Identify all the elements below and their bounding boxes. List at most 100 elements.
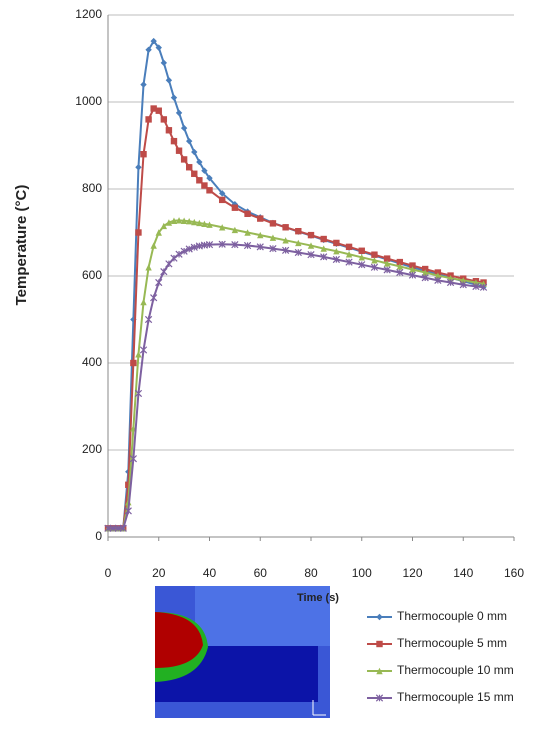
data-point: [186, 217, 193, 225]
data-point: [256, 243, 264, 251]
data-point: [295, 227, 302, 235]
data-point: [135, 351, 142, 358]
data-point: [140, 81, 147, 88]
data-point: [376, 613, 383, 621]
data-point: [376, 640, 383, 648]
data-point: [231, 241, 239, 249]
series-line: [108, 107, 484, 530]
data-point: [218, 224, 226, 231]
data-point: [165, 77, 173, 84]
data-point: [124, 507, 132, 515]
data-point: [345, 243, 353, 251]
data-point: [282, 224, 289, 231]
data-point: [345, 251, 353, 258]
data-point: [150, 37, 157, 45]
legend-label: Thermocouple 10 mm: [397, 663, 514, 677]
data-point: [370, 263, 379, 271]
data-point: [129, 455, 137, 463]
data-point: [130, 316, 137, 323]
y-tick-label: 600: [82, 268, 102, 282]
inset-image: [155, 586, 330, 718]
data-point: [396, 268, 404, 277]
data-point: [396, 258, 404, 266]
x-tick-label: 80: [304, 566, 318, 580]
y-tick-label: 400: [82, 355, 102, 369]
x-tick-label: 40: [203, 566, 217, 580]
data-point: [186, 164, 193, 171]
data-point: [307, 231, 315, 239]
data-point: [345, 258, 353, 266]
data-point: [421, 265, 429, 273]
data-point: [170, 254, 178, 262]
data-point: [282, 237, 289, 244]
data-point: [460, 277, 467, 284]
data-point: [140, 151, 147, 158]
data-point: [231, 204, 239, 211]
data-point: [144, 315, 153, 324]
data-point: [175, 109, 183, 117]
data-point: [139, 346, 148, 354]
data-point: [170, 217, 178, 224]
series-line: [108, 39, 484, 530]
data-point: [130, 359, 137, 367]
data-point: [371, 251, 378, 258]
data-point: [383, 266, 391, 274]
data-point: [125, 481, 132, 488]
y-axis-label: Temperature (°C): [13, 185, 30, 306]
data-point: [185, 245, 193, 253]
data-point: [371, 257, 378, 264]
data-point: [218, 190, 226, 197]
data-point: [244, 229, 251, 236]
data-point: [135, 229, 142, 236]
legend-label: Thermocouple 5 mm: [397, 636, 507, 650]
data-point: [191, 218, 198, 226]
data-point: [191, 148, 198, 156]
data-point: [269, 234, 277, 241]
data-point: [180, 247, 188, 255]
x-tick-label: 60: [254, 566, 268, 580]
data-point: [119, 524, 127, 532]
data-point: [231, 226, 239, 234]
data-point: [150, 105, 157, 112]
y-tick-label: 0: [95, 529, 102, 543]
data-point: [155, 278, 163, 287]
data-point: [206, 187, 213, 194]
data-point: [421, 269, 429, 276]
y-tick-label: 1200: [75, 7, 102, 21]
y-tick-label: 200: [82, 442, 102, 456]
data-point: [479, 283, 488, 291]
data-point: [160, 222, 168, 230]
inset-melt: [155, 612, 203, 668]
data-point: [155, 44, 162, 51]
y-tick-label: 1000: [75, 94, 102, 108]
data-point: [175, 147, 183, 154]
data-point: [307, 242, 315, 249]
data-point: [320, 245, 327, 252]
data-point: [333, 239, 340, 247]
data-point: [409, 266, 416, 273]
data-point: [196, 177, 203, 184]
data-point: [408, 271, 417, 279]
data-point: [358, 254, 365, 261]
legend-label: Thermocouple 0 mm: [397, 609, 507, 623]
data-point: [257, 215, 264, 222]
data-point: [155, 229, 162, 236]
data-point: [165, 260, 173, 268]
data-point: [218, 196, 226, 204]
data-point: [160, 59, 168, 67]
x-tick-label: 160: [504, 566, 524, 580]
data-point: [459, 281, 467, 289]
data-point: [196, 219, 203, 227]
data-point: [186, 137, 193, 145]
data-point: [257, 231, 264, 239]
x-tick-label: 100: [352, 566, 372, 580]
inset-upper: [195, 586, 330, 646]
data-point: [375, 694, 384, 702]
data-point: [140, 298, 147, 306]
x-tick-label: 140: [453, 566, 473, 580]
data-point: [180, 156, 188, 163]
data-point: [434, 272, 442, 279]
x-tick-label: 120: [402, 566, 422, 580]
data-point: [243, 241, 252, 250]
